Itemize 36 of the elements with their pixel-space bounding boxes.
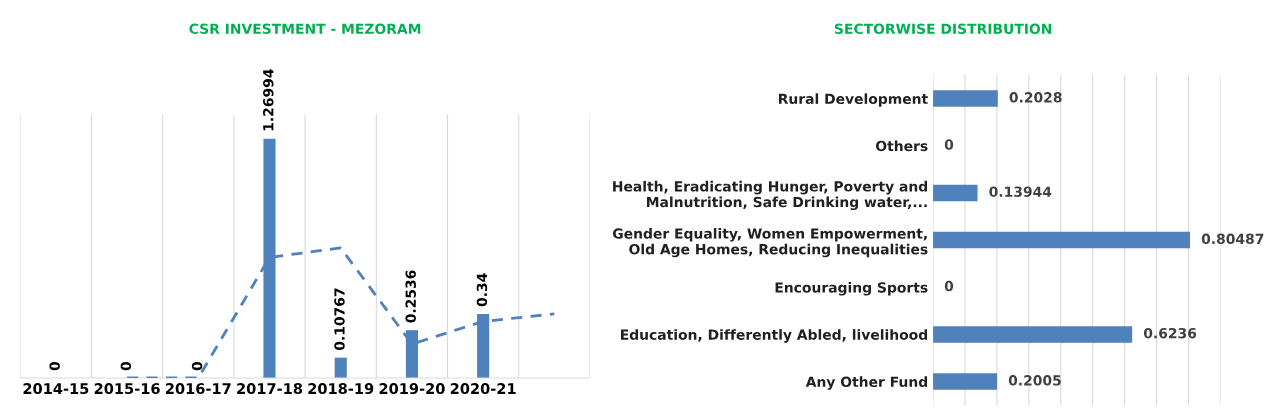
chart-title: SECTORWISE DISTRIBUTION <box>834 23 1052 35</box>
data-label: 0.2005 <box>1008 375 1061 386</box>
x-tick-label: 2015-16 <box>94 383 160 395</box>
data-label: 0 <box>944 280 954 292</box>
y-tick-label: Education, Differently Abled, livelihood <box>621 329 928 343</box>
x-tick-label: 2019-20 <box>379 383 445 395</box>
bar <box>334 357 347 378</box>
data-label: 0.10767 <box>334 288 345 351</box>
bar <box>933 326 1133 343</box>
x-tick-label: 2014-15 <box>23 383 89 395</box>
bar <box>933 373 998 390</box>
x-tick-label: 2016-17 <box>165 383 231 395</box>
data-label: 1.26994 <box>263 69 274 131</box>
y-tick-label: Any Other Fund <box>805 376 928 390</box>
chart-title: CSR INVESTMENT - MEZORAM <box>189 23 421 35</box>
data-label: 0 <box>49 361 60 371</box>
x-tick-label: 2017-18 <box>237 383 303 395</box>
x-tick-label: 2018-19 <box>308 383 374 395</box>
bar <box>933 231 1191 249</box>
data-label: 0.2028 <box>1009 92 1062 103</box>
y-tick-label: Rural Development <box>778 93 928 107</box>
data-label: 0.2536 <box>405 270 416 323</box>
y-tick-label: Others <box>876 140 928 152</box>
data-label: 0 <box>120 361 132 371</box>
data-label: 0.13944 <box>989 186 1052 197</box>
bar <box>933 90 998 107</box>
x-tick-label: 2020-21 <box>450 383 516 395</box>
y-tick-label: Health, Eradicating Hunger, Poverty and Malnutrition, Safe Drinking water,... <box>613 180 928 211</box>
data-label: 0.34 <box>476 273 488 307</box>
data-label: 0 <box>191 361 203 371</box>
data-label: 0.6236 <box>1143 327 1197 339</box>
data-label: 0 <box>944 139 954 150</box>
data-label: 0.80487 <box>1201 233 1264 245</box>
bar <box>933 184 978 202</box>
y-tick-label: Gender Equality, Women Empowerment, Old Age Homes, Reducing Inequalities <box>612 228 928 258</box>
y-tick-label: Encouraging Sports <box>775 281 928 296</box>
